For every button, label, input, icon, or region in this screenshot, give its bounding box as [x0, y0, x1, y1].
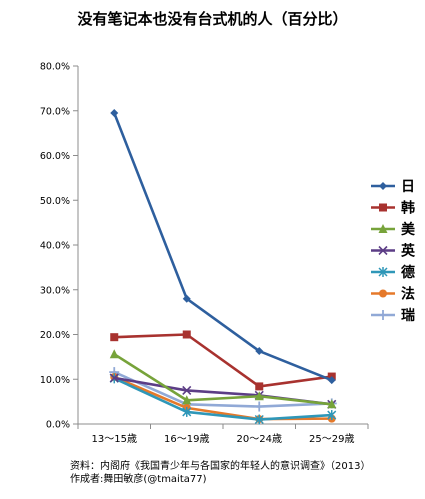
data-point — [182, 406, 192, 417]
legend-label: 德 — [401, 264, 415, 281]
source-note: 资料：内阁府《我国青少年与各国家的年轻人的意识调查》（2013） 作成者:舞田敏… — [70, 460, 370, 486]
data-point — [379, 182, 387, 190]
y-tick-label: 30.0% — [40, 285, 70, 296]
legend-item: 法 — [371, 286, 415, 303]
y-tick-label: 60.0% — [40, 151, 70, 162]
series-layer — [109, 108, 337, 425]
y-tick-label: 50.0% — [40, 196, 70, 207]
data-point — [378, 245, 388, 256]
legend-label: 法 — [401, 286, 415, 303]
x-tick-label: 20～24歳 — [237, 433, 282, 445]
data-point — [255, 347, 264, 356]
data-point — [254, 414, 264, 425]
data-point — [379, 203, 387, 212]
data-point — [254, 391, 264, 401]
data-point — [182, 395, 192, 405]
legend-item: 英 — [371, 243, 416, 260]
legend-item: 瑞 — [371, 307, 415, 324]
legend-label: 瑞 — [401, 307, 415, 324]
data-point — [378, 310, 388, 320]
data-point — [182, 330, 191, 339]
x-tick-label: 25～29歳 — [309, 433, 354, 445]
source-line: 资料：内阁府《我国青少年与各国家的年轻人的意识调查》（2013） — [70, 461, 371, 472]
author-line: 作成者:舞田敏彦(@tmaita77) — [70, 474, 207, 485]
legend-item: 韩 — [371, 200, 415, 217]
data-point — [378, 267, 388, 277]
data-point — [327, 376, 336, 385]
chart-title: 没有笔记本也没有台式机的人（百分比） — [77, 10, 348, 28]
series-line — [113, 375, 332, 421]
data-point — [110, 333, 119, 342]
legend-item: 日 — [371, 179, 415, 195]
series-line — [113, 377, 332, 421]
data-point — [109, 373, 119, 383]
data-point — [255, 382, 264, 391]
data-point — [378, 224, 388, 233]
series-line — [113, 353, 332, 406]
legend-label: 日 — [401, 179, 415, 195]
data-point — [109, 349, 119, 359]
series-line — [113, 112, 333, 382]
y-tick-label: 0.0% — [46, 420, 70, 431]
legend-item: 美 — [371, 221, 416, 238]
y-tick-label: 20.0% — [40, 330, 70, 341]
axes: 0.0% 10.0% 20.0% 30.0% 40.0% 50.0% 60.0% 70.0% 8… — [40, 62, 369, 445]
legend-label: 英 — [400, 243, 416, 260]
legend-item: 德 — [371, 264, 415, 281]
y-tick-label: 40.0% — [40, 241, 70, 252]
y-tick-label: 80.0% — [40, 62, 70, 73]
y-tick-label: 10.0% — [40, 375, 70, 386]
x-tick-label: 16～19歳 — [164, 433, 209, 445]
series-美 — [109, 349, 337, 409]
legend-label: 美 — [401, 221, 416, 238]
y-tick-label: 70.0% — [40, 106, 70, 117]
series-line — [114, 333, 332, 388]
series-line — [113, 370, 332, 408]
data-point — [182, 385, 192, 396]
series-日 — [110, 108, 336, 385]
legend-label: 韩 — [401, 200, 415, 217]
x-tick-label: 13～15歳 — [92, 433, 137, 445]
data-point — [327, 410, 337, 421]
data-point — [254, 401, 265, 412]
data-point — [182, 294, 191, 303]
data-point — [327, 399, 337, 409]
series-韩 — [110, 330, 336, 391]
data-point — [110, 108, 119, 117]
data-point — [379, 289, 387, 298]
